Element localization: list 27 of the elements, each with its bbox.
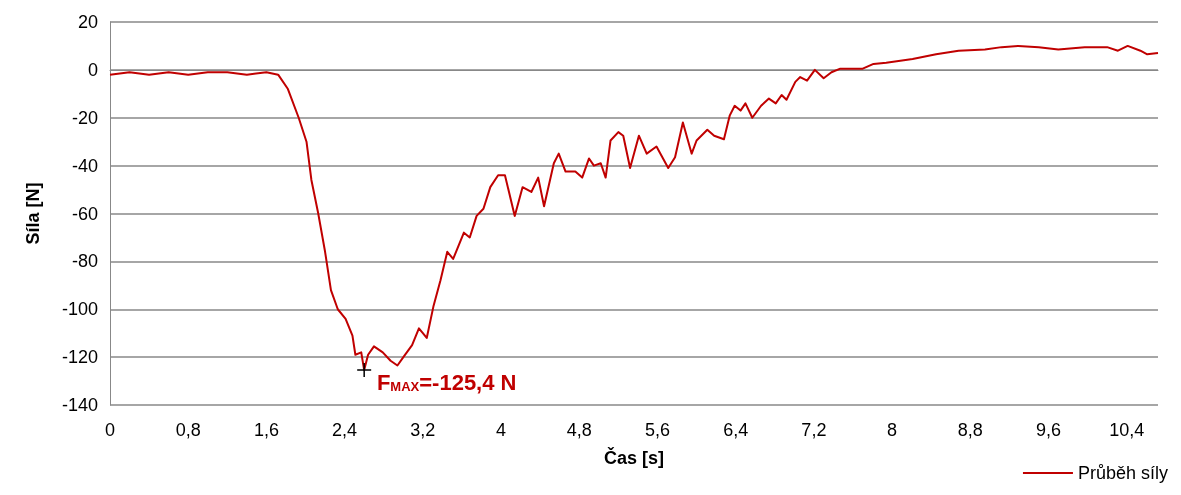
y-tick-label: -40 [71,155,98,176]
x-tick-label: 7,2 [801,420,827,440]
legend-label: Průběh síly [1077,463,1168,483]
x-tick-label: 1,6 [253,420,279,440]
x-tick-label: 4,8 [566,420,592,440]
y-tick-label: -100 [61,299,98,320]
x-tick-label: 10,4 [1109,420,1145,440]
x-tick-label: 9,6 [1035,420,1062,440]
x-tick-label: 0 [104,420,116,440]
annotation: FMAX=-125,4 N [376,369,517,395]
y-tick-label: -60 [71,203,98,224]
x-tick-label: 8 [887,420,898,440]
x-tick-label: 4 [496,420,507,440]
y-tick-label: -20 [71,107,98,128]
y-axis-title: Síla [N] [23,182,43,245]
y-tick-label: 20 [77,12,98,32]
x-tick-label: 3,2 [410,420,436,440]
x-tick-label: 0,8 [175,420,201,440]
x-tick-label: 8,8 [957,420,983,440]
y-tick-label: -120 [61,347,98,368]
y-tick-label: -140 [61,395,98,415]
y-tick-label: -80 [71,251,98,272]
y-tick-label: 0 [87,59,98,80]
x-tick-label: 2,4 [332,420,358,440]
x-tick-label: 5,6 [644,420,670,440]
x-axis-title: Čas [s] [603,447,665,468]
x-tick-label: 6,4 [723,420,749,440]
